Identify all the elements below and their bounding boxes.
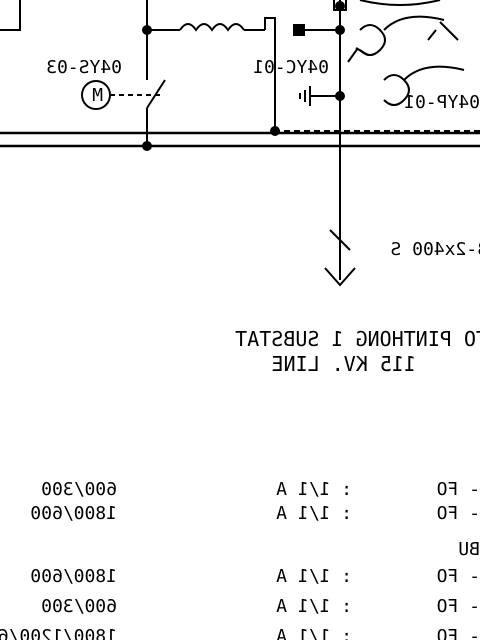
mirrored-drawing: [0, 0, 480, 287]
ratio-row-5-desc: - FO: [437, 596, 480, 617]
ratio-row-1-sec: : 1/1 A: [276, 479, 352, 500]
top-bus-node-left: [142, 25, 152, 35]
coil-1: [359, 0, 441, 6]
ratio-row-4-desc: - FO: [437, 566, 480, 587]
mirrored-labels: 04YS-03 04YC-01 04YP-01 M 3-2x400 S TO P…: [46, 57, 480, 376]
coil-arrow-1: [439, 21, 459, 41]
label-switch-p: 04YP-01: [404, 92, 480, 113]
coil-4: [383, 74, 410, 106]
coil-3: [383, 15, 445, 31]
ratio-row-1-desc: - FO: [437, 479, 480, 500]
coil-arrow-2: [427, 29, 437, 41]
ratio-row-6-ratio: 1800/1200/600: [0, 626, 117, 640]
ct-ratio-table: 600/300 : 1/1 A - FO 1800/600 : 1/1 A - …: [0, 479, 480, 640]
label-destination-line1: TO PINTHONG 1 SUBSTAT: [235, 327, 480, 351]
feeder-arrow: [324, 267, 356, 287]
coil-2: [359, 24, 386, 56]
cable-slash: [329, 229, 351, 251]
ratio-row-6-sec: : 1/1 A: [276, 626, 352, 640]
ratio-row-6-desc: - FO: [437, 626, 480, 640]
label-switch-s: 04YS-03: [46, 57, 122, 78]
label-destination-line2: 115 KV. LINE: [272, 352, 417, 376]
feeder-top-box: [333, 0, 347, 11]
label-switch-c: 04YC-01: [253, 57, 329, 78]
top-left-box: [0, 0, 21, 31]
ratio-row-5-ratio: 600/300: [41, 596, 117, 617]
ratio-row-2-desc: - FO: [437, 503, 480, 524]
ct-windings: [179, 23, 245, 32]
ratio-row-4-sec: : 1/1 A: [276, 566, 352, 587]
switch-c-blade: [347, 47, 359, 63]
ratio-row-5-sec: : 1/1 A: [276, 596, 352, 617]
label-motor: M: [92, 85, 103, 106]
ratio-row-2-sec: : 1/1 A: [276, 503, 352, 524]
coil-5: [403, 65, 465, 81]
ratio-row-4-ratio: 1800/600: [30, 566, 117, 587]
ratio-row-2-ratio: 1800/600: [30, 503, 117, 524]
ratio-row-3-desc: BU: [458, 539, 480, 560]
label-cable: 3-2x400 S: [390, 239, 480, 260]
ratio-row-1-ratio: 600/300: [41, 479, 117, 500]
ct-step: [264, 17, 276, 131]
